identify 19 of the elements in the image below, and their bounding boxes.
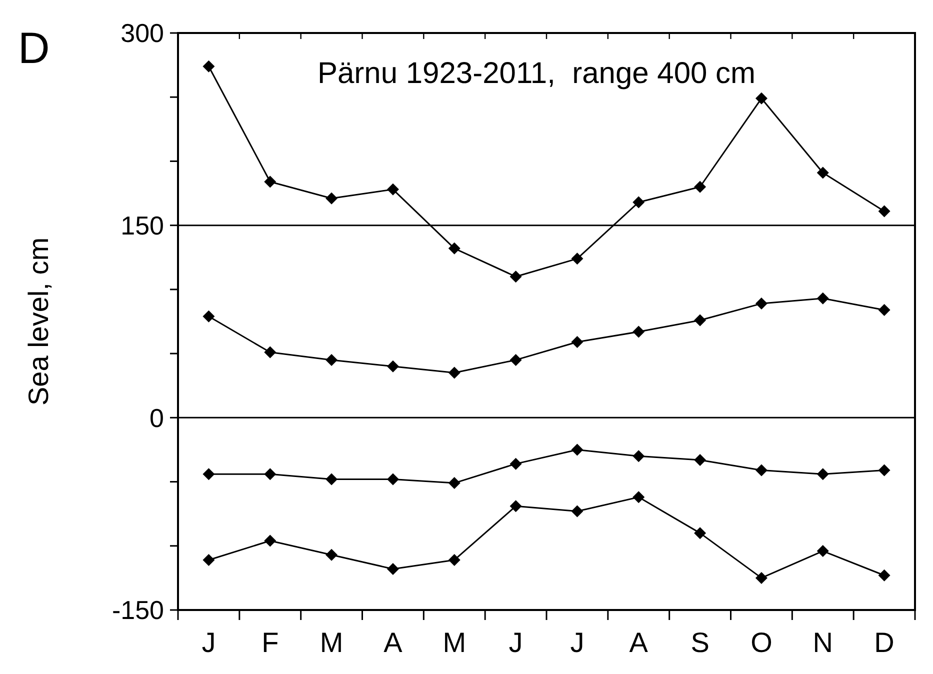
x-tick-label: N (812, 627, 833, 658)
x-tick-label: A (384, 627, 403, 658)
x-tick-label: A (629, 627, 648, 658)
x-tick-label: J (570, 627, 584, 658)
x-tick-label: M (442, 627, 466, 658)
x-tick-label: M (320, 627, 344, 658)
x-tick-label: S (690, 627, 710, 658)
text: D (18, 24, 50, 73)
x-tick-label: F (262, 627, 279, 658)
y-tick-label: 300 (120, 18, 164, 48)
y-axis-title: Sea level, cm (23, 237, 54, 406)
x-tick-label: J (508, 627, 523, 658)
y-tick-label: 150 (120, 210, 164, 240)
x-tick-label: O (750, 627, 772, 658)
y-tick-label: -150 (112, 595, 164, 626)
x-tick-label: J (202, 627, 216, 658)
y-tick-label: 0 (150, 402, 164, 433)
x-tick-label: D (874, 627, 894, 658)
text: Pärnu 1923-2011, range 400 cm (317, 57, 756, 90)
